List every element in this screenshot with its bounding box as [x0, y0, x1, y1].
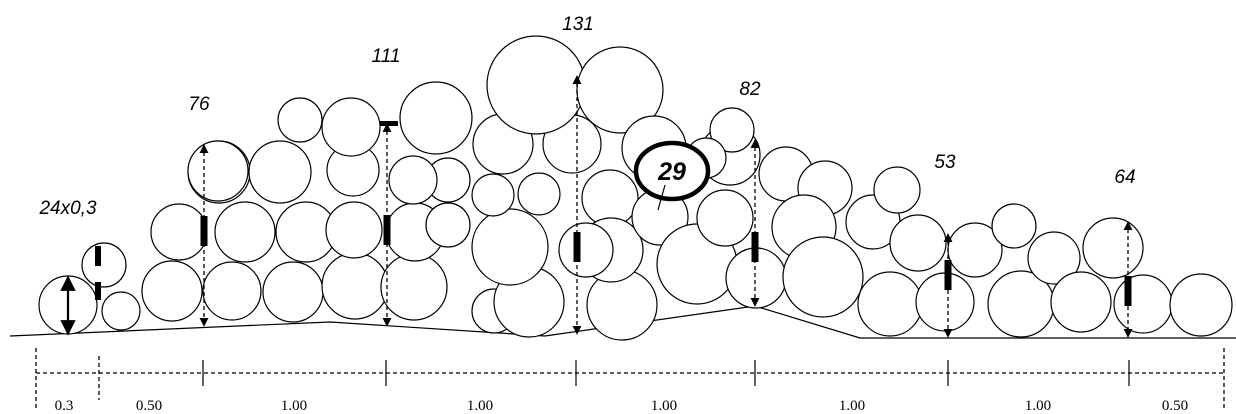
log-circle [471, 208, 549, 286]
segment-label: 0.50 [1162, 398, 1188, 414]
segment-label: 0.3 [55, 398, 74, 414]
log-circle [214, 201, 276, 263]
log-circle [709, 107, 755, 153]
log-circle [857, 271, 923, 337]
measure-cap-mark [380, 121, 398, 126]
log-circle [380, 253, 448, 321]
log-circle [277, 97, 323, 143]
log-circle [1050, 271, 1112, 333]
stack-label-6: 53 [934, 152, 956, 173]
log-circle [325, 201, 383, 259]
log-circle [517, 172, 561, 216]
measure-bar-mark [1124, 276, 1132, 306]
log-circle [321, 97, 381, 157]
stack-label-1: 24x0,3 [38, 198, 96, 219]
log-circle [262, 261, 324, 323]
log-circle [1027, 231, 1081, 285]
log-circle [202, 261, 262, 321]
segment-label: 1.00 [281, 398, 307, 414]
stack-labels: 24x0,3 76 111 131 82 53 64 [38, 14, 1135, 219]
measure-bar-mark [573, 232, 581, 262]
measure-bar-mark [944, 260, 952, 290]
stack-label-2: 76 [188, 94, 210, 115]
dimension-line: 0.3 0.50 1.00 1.00 1.00 1.00 1.00 0.50 [35, 348, 1225, 414]
log-circle [782, 236, 864, 318]
stack-label-4: 131 [562, 14, 594, 35]
log-cross-sections [38, 35, 1233, 341]
log-circle [425, 202, 471, 248]
log-circle [150, 203, 208, 261]
log-circle [388, 155, 438, 205]
log-circle [873, 166, 921, 214]
log-circle [141, 260, 203, 322]
measure-bar-mark [751, 232, 759, 262]
stack-label-3: 111 [372, 46, 401, 67]
highlighted-log-ellipse [633, 140, 711, 202]
highlighted-log-label: 29 [657, 158, 686, 186]
stack-label-5: 82 [739, 79, 761, 100]
highlighted-log: 29 [633, 140, 711, 211]
log-circle [81, 242, 127, 288]
log-circle [187, 140, 249, 202]
log-circle [696, 189, 754, 247]
log-circle [558, 222, 614, 278]
measure-bar-mark [95, 282, 101, 300]
log-circle [486, 35, 586, 135]
log-circle [399, 81, 473, 155]
segment-label: 1.00 [839, 398, 865, 414]
segment-label: 1.00 [1025, 398, 1051, 414]
segment-label: 1.00 [467, 398, 493, 414]
log-circle [101, 291, 141, 331]
log-circle [248, 140, 312, 204]
highlighted-log-leader [657, 184, 666, 211]
log-circle [1169, 273, 1233, 337]
log-circle [991, 203, 1037, 249]
segment-label: 0.50 [136, 398, 162, 414]
measure-bar-mark [95, 246, 101, 266]
log-circle [1113, 274, 1173, 334]
measure-bar-mark [200, 216, 208, 246]
log-circle [471, 173, 515, 217]
stack-label-7: 64 [1114, 167, 1135, 188]
segment-label: 1.00 [651, 398, 677, 414]
log-circle [321, 252, 389, 320]
log-circle [889, 214, 947, 272]
measure-bar-mark [383, 215, 391, 245]
height-measurements [60, 75, 1133, 338]
log-circle [1082, 217, 1144, 279]
